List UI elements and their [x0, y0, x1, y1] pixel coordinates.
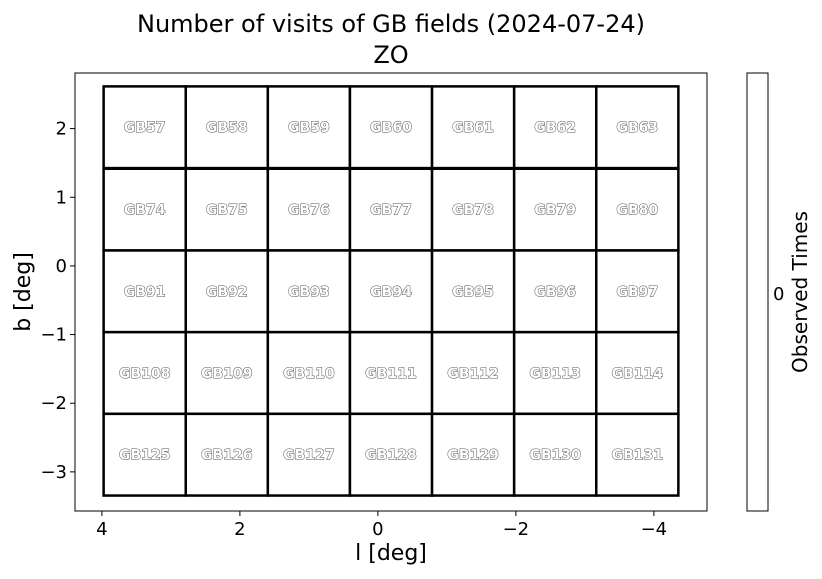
- x-tick-label: −4: [641, 519, 668, 540]
- field-label: GB91: [124, 284, 166, 300]
- field-label: GB94: [370, 284, 412, 300]
- field-label: GB126: [201, 448, 252, 464]
- field-cell: [595, 412, 680, 497]
- field-cell: [512, 85, 598, 170]
- x-tick-label: 2: [234, 519, 245, 540]
- field-label: GB112: [447, 366, 498, 382]
- field-label: GB113: [530, 366, 581, 382]
- field-label: GB63: [616, 120, 658, 136]
- x-axis-label: l [deg]: [355, 541, 427, 566]
- field-cell: [266, 249, 352, 334]
- field-cell: [102, 85, 187, 170]
- field-label: GB59: [288, 120, 330, 136]
- field-cell: [430, 249, 516, 334]
- field-label: GB74: [124, 203, 166, 219]
- field-label: GB58: [206, 120, 248, 136]
- x-tick-label: −2: [503, 519, 530, 540]
- field-label: GB57: [124, 120, 166, 136]
- field-label: GB130: [530, 448, 582, 464]
- y-tick-label: 0: [56, 256, 67, 277]
- chart-title: Number of visits of GB fields (2024-07-2…: [137, 10, 645, 38]
- field-label: GB131: [612, 448, 663, 464]
- field-cell: [102, 412, 187, 497]
- field-label: GB80: [616, 203, 658, 219]
- field-cell: [102, 330, 187, 416]
- field-cell: [512, 330, 598, 416]
- field-label: GB129: [447, 448, 498, 464]
- field-label: GB78: [452, 203, 494, 219]
- field-cell: [266, 412, 352, 497]
- y-tick-label: −3: [40, 462, 67, 483]
- colorbar: [746, 72, 769, 512]
- field-label: GB111: [365, 366, 416, 382]
- field-cell: [512, 412, 598, 497]
- field-cell: [102, 167, 187, 252]
- field-label: GB128: [365, 448, 416, 464]
- field-cell: [512, 249, 598, 334]
- chart-subtitle: ZO: [373, 41, 408, 69]
- field-cell: [184, 249, 270, 334]
- field-cell: [595, 249, 680, 334]
- field-label: GB75: [206, 203, 248, 219]
- field-label: GB60: [370, 120, 412, 136]
- field-label: GB77: [370, 203, 412, 219]
- y-tick-label: 2: [56, 119, 67, 140]
- y-tick-label: −2: [40, 393, 67, 414]
- field-label: GB114: [612, 366, 664, 382]
- field-label: GB97: [616, 284, 658, 300]
- field-cell: [184, 85, 270, 170]
- field-label: GB110: [283, 366, 335, 382]
- x-tick-label: 4: [96, 519, 107, 540]
- field-label: GB79: [534, 203, 576, 219]
- colorbar-tick-label: 0: [773, 284, 784, 305]
- y-axis-label: b [deg]: [11, 252, 36, 332]
- y-tick-label: 1: [56, 187, 67, 208]
- field-label: GB127: [283, 448, 334, 464]
- field-label: GB108: [119, 366, 170, 382]
- y-tick-label: −1: [40, 325, 67, 346]
- field-label: GB62: [534, 120, 576, 136]
- field-cell: [184, 330, 270, 416]
- field-label: GB92: [206, 284, 248, 300]
- field-label: GB76: [288, 203, 330, 219]
- field-label: GB95: [452, 284, 494, 300]
- field-label: GB61: [452, 120, 494, 136]
- field-cell: [430, 167, 516, 252]
- colorbar-label: Observed Times: [788, 211, 812, 373]
- field-label: GB125: [119, 448, 170, 464]
- field-label: GB96: [534, 284, 576, 300]
- x-tick-label: 0: [372, 519, 383, 540]
- field-label: GB109: [201, 366, 252, 382]
- field-cell: [595, 167, 680, 252]
- field-cell: [266, 167, 352, 252]
- field-label: GB93: [288, 284, 330, 300]
- plot-frame: [74, 72, 708, 512]
